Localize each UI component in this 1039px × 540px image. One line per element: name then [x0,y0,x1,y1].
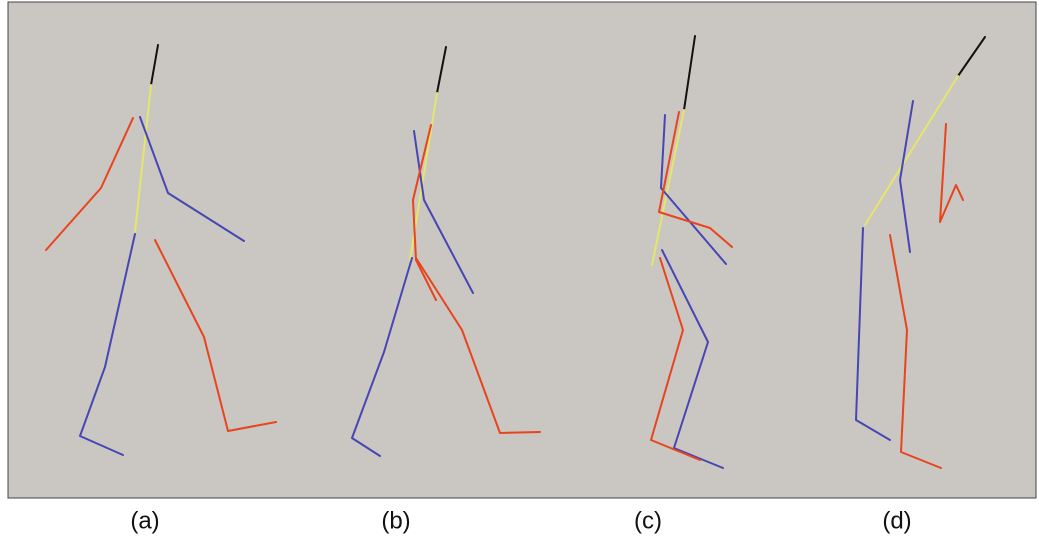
page: {"panels": [{"label": "(a)"}, {"label": … [0,0,1039,540]
panel-label: (c) [634,507,662,534]
figure: (a) (b) (c) (d) [0,0,1039,540]
panel-label: (d) [882,507,911,534]
panel-label: (a) [130,507,159,534]
panel-label: (b) [381,507,410,534]
canvas [8,2,1036,498]
